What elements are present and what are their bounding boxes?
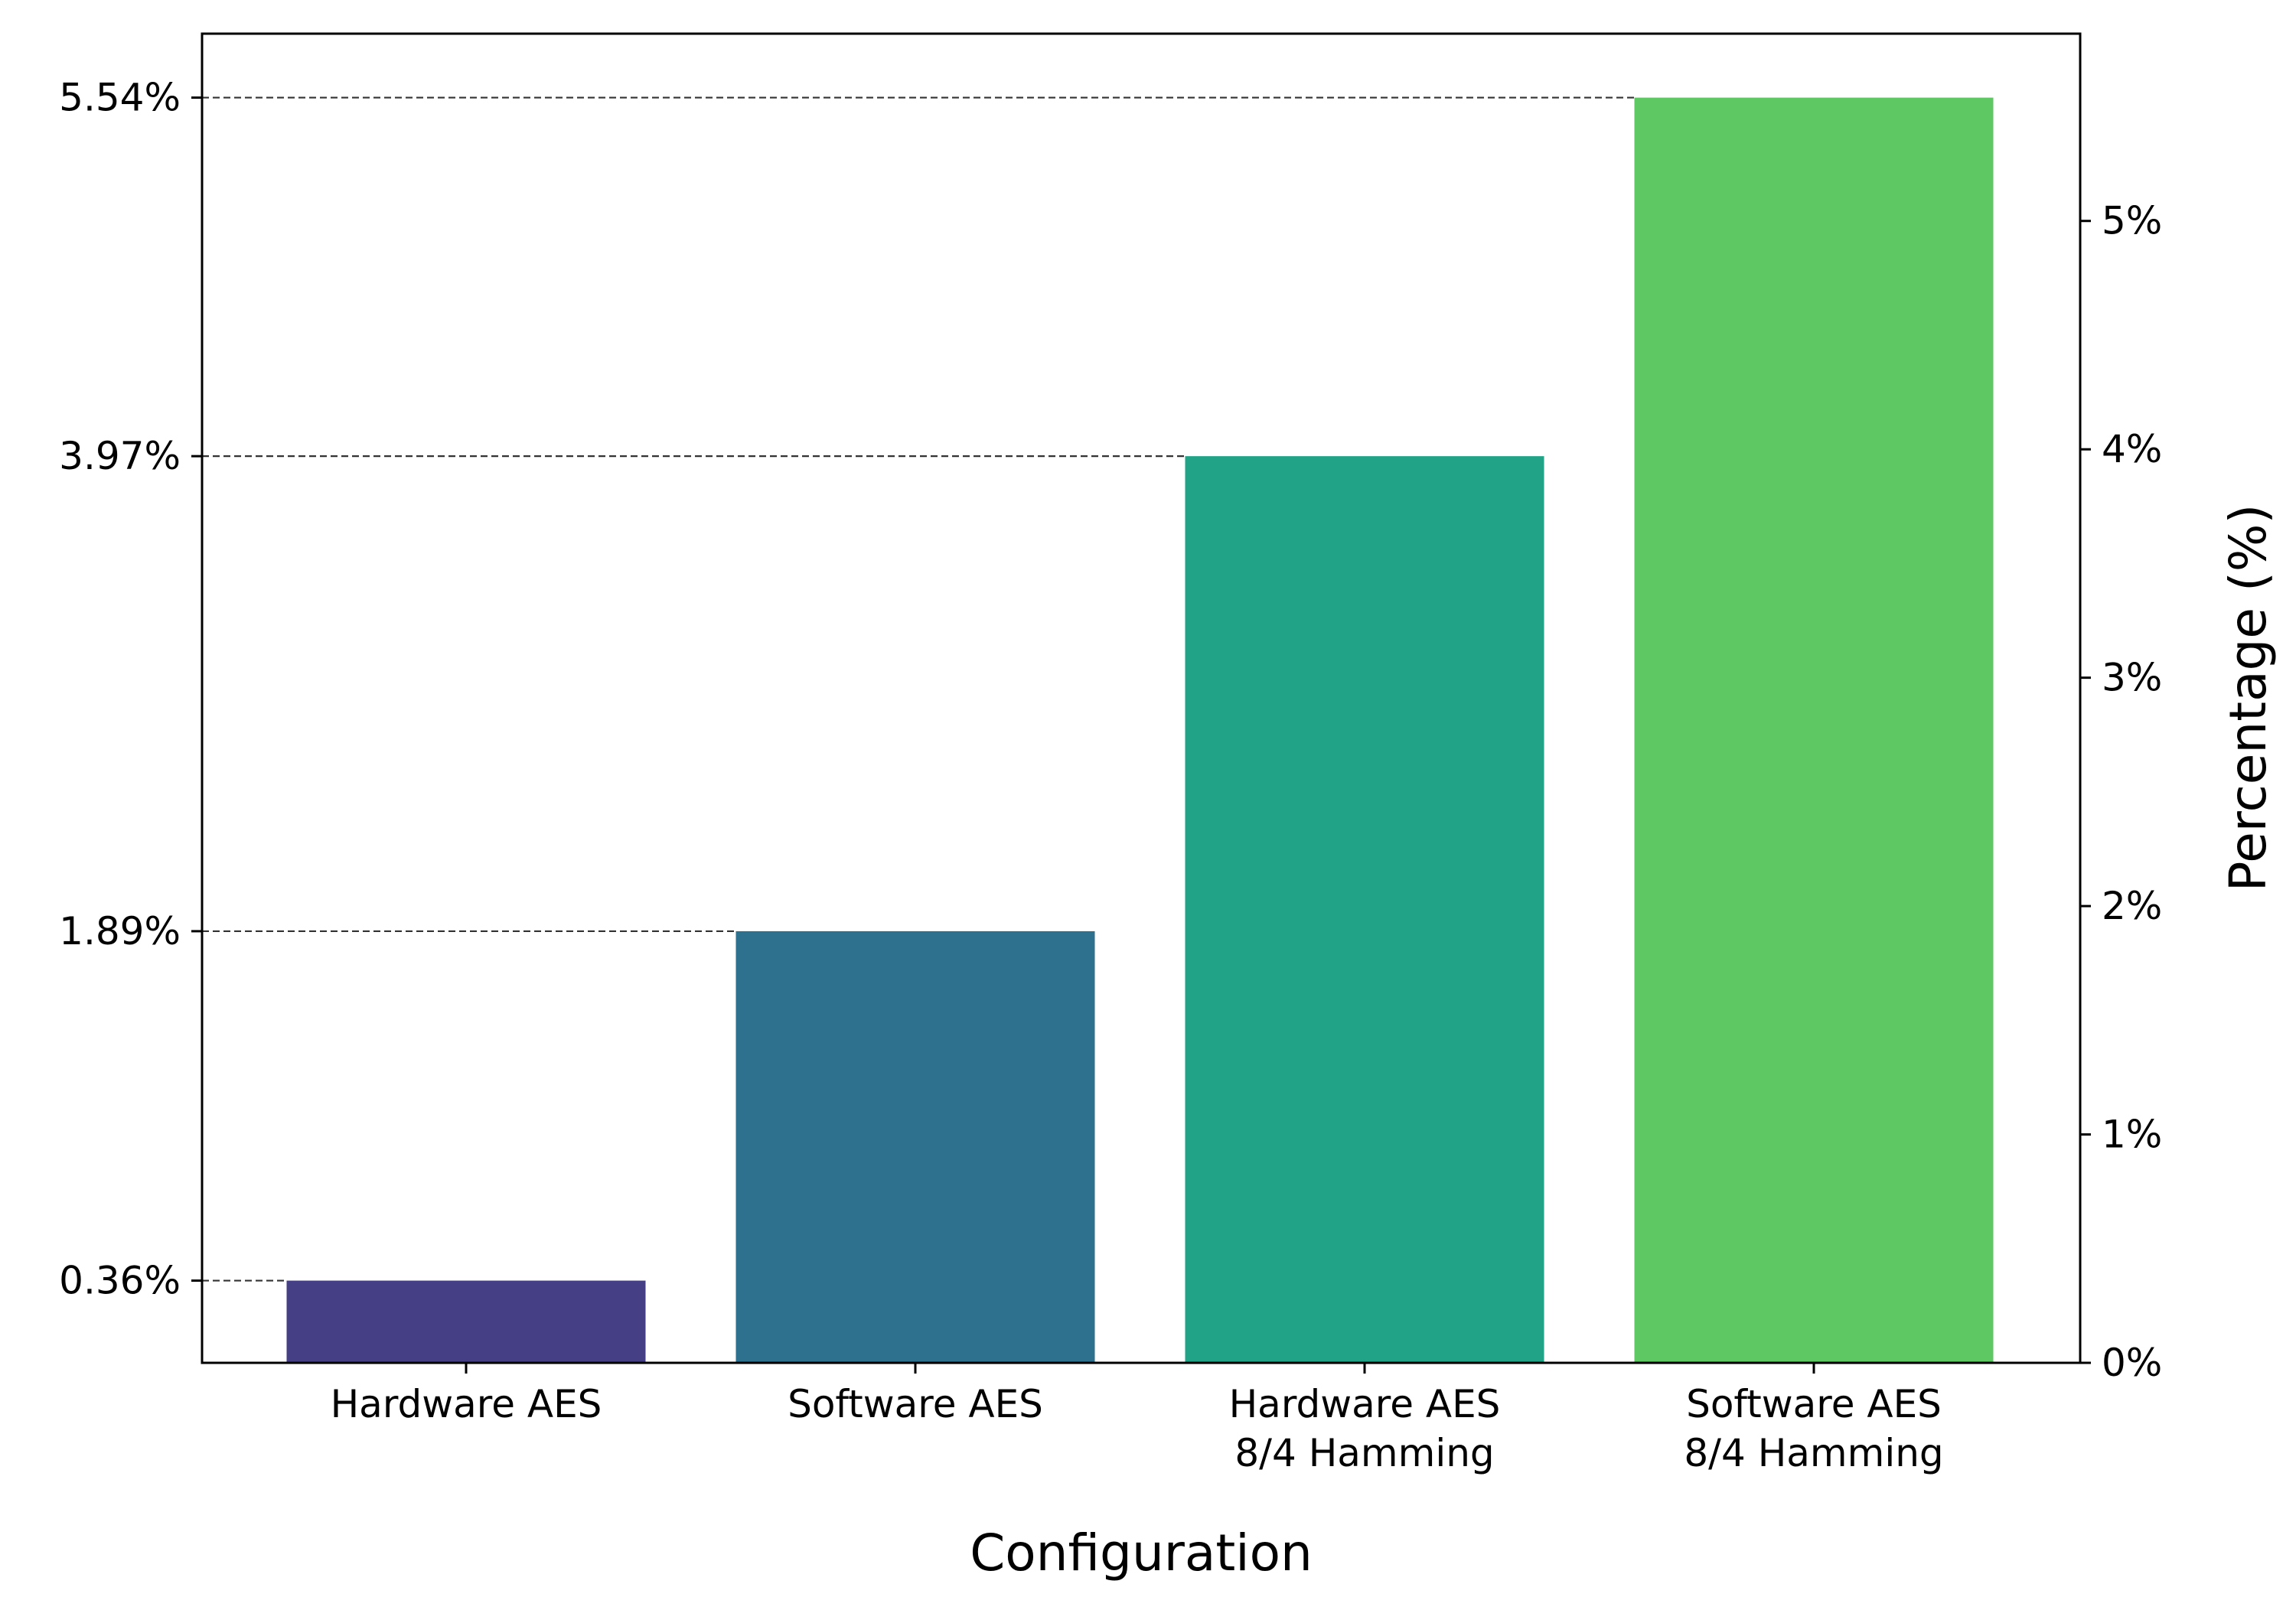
plot-frame [201,32,2082,1364]
x-tick-label: Software AES [788,1382,1043,1426]
left-tick-label: 3.97% [59,434,181,478]
right-tick-label: 1% [2102,1113,2162,1157]
x-axis-title: Configuration [970,1524,1313,1582]
bar [735,930,1095,1363]
bar [286,1280,646,1363]
left-tick-label: 5.54% [59,76,181,120]
left-tick-label: 0.36% [59,1259,181,1303]
bar [1634,97,1994,1363]
x-tick-label: Hardware AES [1229,1382,1501,1426]
right-tick-label: 2% [2102,884,2162,928]
x-tick-label: Software AES [1686,1382,1942,1426]
y-axis-title: Percentage (%) [2219,504,2278,891]
x-tick-label: 8/4 Hamming [1684,1431,1943,1475]
left-tick-label: 1.89% [59,909,181,953]
x-tick-label: Hardware AES [331,1382,602,1426]
right-tick-label: 3% [2102,656,2162,700]
right-tick-label: 0% [2102,1341,2162,1385]
right-tick-label: 4% [2102,427,2162,471]
x-tick-label: 8/4 Hamming [1234,1431,1494,1475]
right-tick-label: 5% [2102,199,2162,243]
bar [1185,456,1544,1363]
